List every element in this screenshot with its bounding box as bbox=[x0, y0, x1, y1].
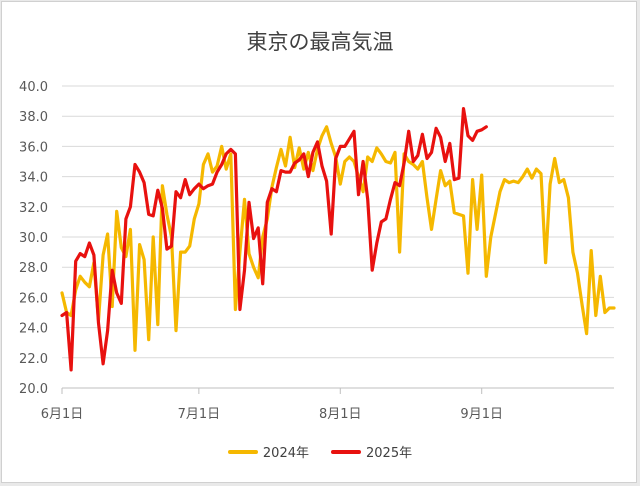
legend-label-2024: 2024年 bbox=[262, 446, 309, 461]
y-tick-label-10: 40.0 bbox=[19, 80, 48, 95]
legend-swatch-2024 bbox=[227, 449, 258, 454]
legend-item-2024: 2024年 bbox=[227, 442, 309, 461]
legend: 2024年 2025年 bbox=[2, 442, 638, 461]
y-tick-label-2: 24.0 bbox=[19, 322, 48, 337]
x-tick-label-3: 9月1日 bbox=[460, 407, 503, 422]
series-line-2025年 bbox=[60, 106, 488, 372]
y-tick-label-4: 28.0 bbox=[19, 261, 48, 276]
y-tick-label-5: 30.0 bbox=[19, 231, 48, 246]
y-tick-label-6: 32.0 bbox=[19, 201, 48, 216]
y-tick-label-7: 34.0 bbox=[19, 171, 48, 186]
legend-label-2025: 2025年 bbox=[366, 446, 413, 461]
legend-item-2025: 2025年 bbox=[331, 442, 412, 461]
legend-swatch-2025 bbox=[331, 449, 361, 454]
x-tick-label-0: 6月1日 bbox=[41, 407, 84, 422]
y-tick-label-0: 20.0 bbox=[19, 382, 48, 397]
x-tick-label-2: 8月1日 bbox=[319, 407, 362, 422]
series-line-2024年 bbox=[60, 125, 616, 352]
y-tick-label-9: 38.0 bbox=[19, 110, 48, 125]
x-tick-label-1: 7月1日 bbox=[178, 407, 221, 422]
chart-title: 東京の最高気温 bbox=[246, 30, 394, 54]
y-tick-label-8: 36.0 bbox=[19, 140, 48, 155]
y-tick-label-1: 22.0 bbox=[19, 352, 48, 367]
y-tick-label-3: 26.0 bbox=[19, 291, 48, 306]
